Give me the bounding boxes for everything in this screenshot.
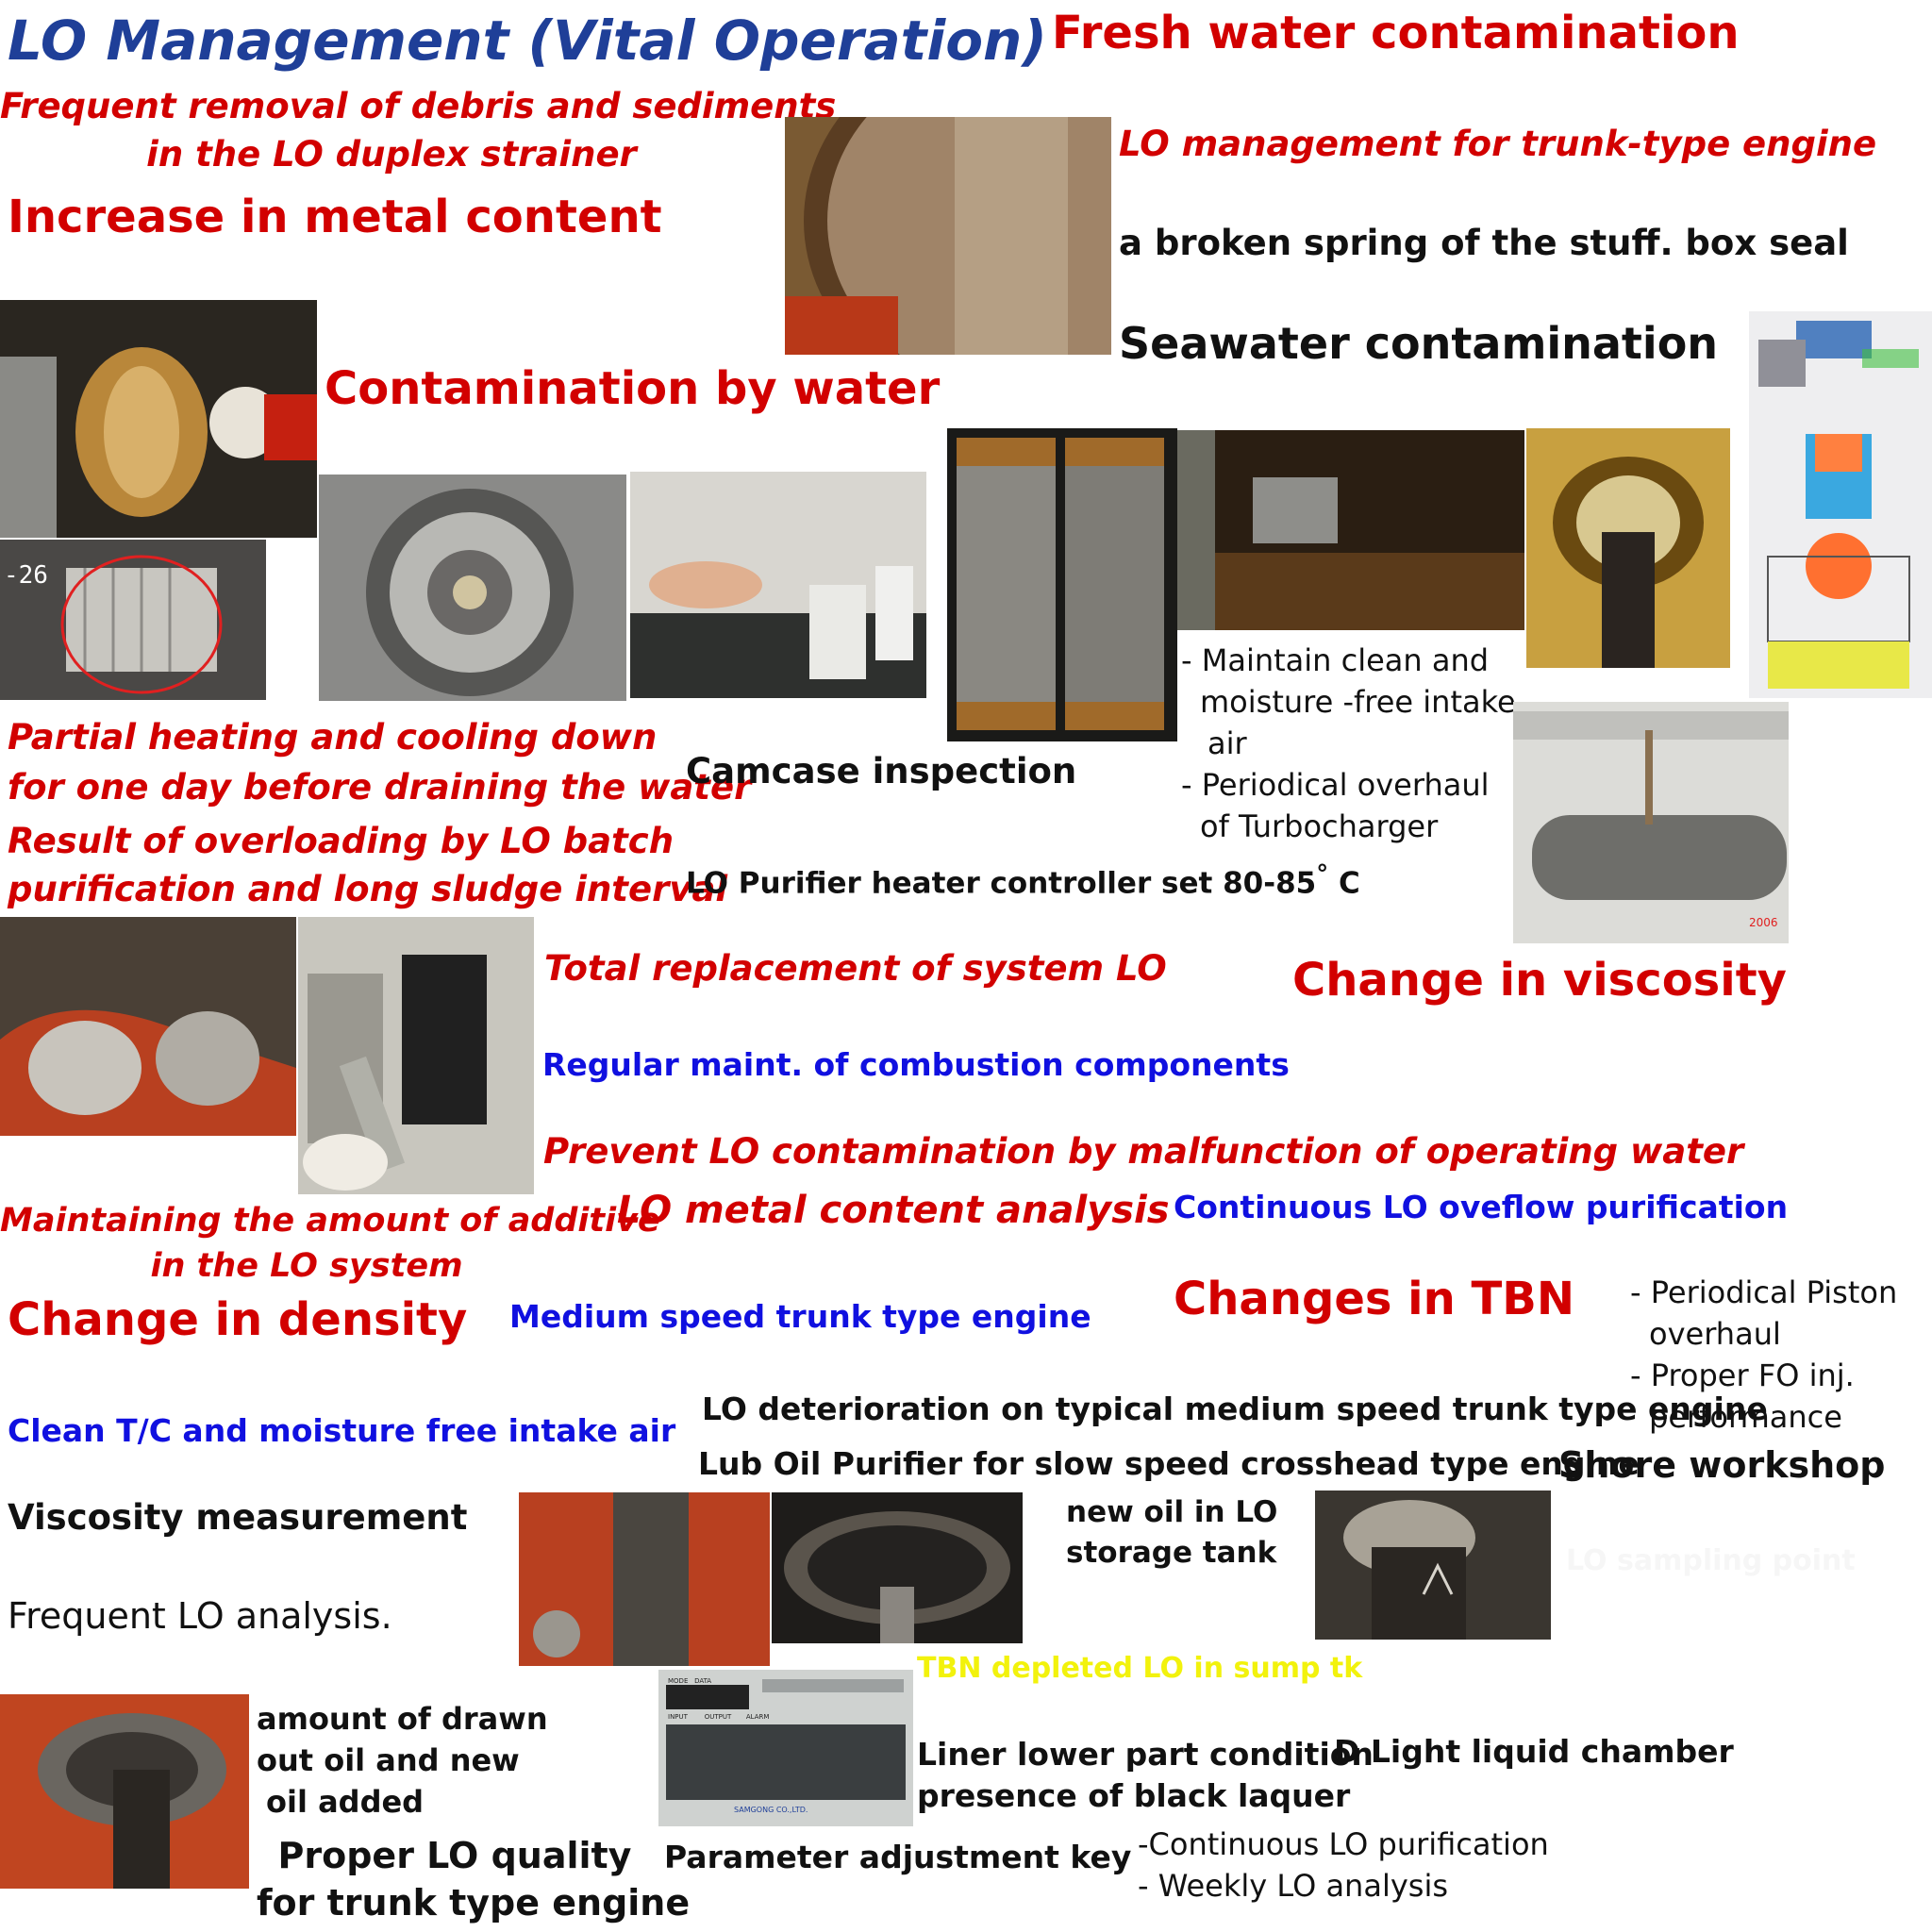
lab-analysis-photo <box>630 472 926 698</box>
label-purifier-slow: Lub Oil Purifier for slow speed crosshea… <box>698 1445 1640 1482</box>
liner-photo <box>947 428 1177 741</box>
label-camcase: Camcase inspection <box>686 751 1077 791</box>
photo-mark: -26 <box>4 561 48 590</box>
engine-diagram <box>1749 311 1932 698</box>
photo-stamp: 2006 <box>1749 916 1778 929</box>
label-seawater: Seawater contamination <box>1119 318 1719 369</box>
label-new-oil: new oil in LO storage tank <box>1066 1495 1278 1570</box>
label-clean-tc: Clean T/C and moisture free intake air <box>8 1412 676 1449</box>
bearing-photo: -26 <box>0 540 266 700</box>
label-medium-speed: Medium speed trunk type engine <box>509 1298 1091 1335</box>
label-contam-water: Contamination by water <box>325 362 941 415</box>
journal-photo <box>0 917 296 1136</box>
crankcase-photo <box>0 300 317 538</box>
label-frequent-analysis: Frequent LO analysis. <box>8 1595 392 1637</box>
label-liner: Liner lower part condition presence of b… <box>917 1736 1374 1814</box>
label-partial-heating: Partial heating and cooling down for one… <box>8 717 752 808</box>
label-change-viscosity: Change in viscosity <box>1292 954 1787 1007</box>
liner-lower-photo <box>772 1492 1023 1643</box>
piston-photo <box>1526 428 1730 668</box>
sump-tank-photo <box>1315 1491 1551 1640</box>
label-amount-drawn: amount of drawn out oil and new oil adde… <box>257 1701 548 1820</box>
purifier-bowl-photo <box>319 475 626 701</box>
panel-lamps <box>666 1724 906 1800</box>
viscometer-photo <box>298 917 534 1194</box>
panel-brand: SAMGONG CO.,LTD. <box>734 1806 808 1814</box>
label-total-replacement: Total replacement of system LO <box>544 948 1167 989</box>
heater-photo: 2006 <box>1513 702 1789 943</box>
label-maintain-list: - Maintain clean and moisture -free inta… <box>1181 642 1516 844</box>
label-light-liquid: D Light liquid chamber <box>1334 1733 1734 1770</box>
panel-display <box>666 1685 749 1709</box>
panel-io-labels: INPUT OUTPUT ALARM <box>668 1713 770 1721</box>
label-param-key: Parameter adjustment key <box>664 1839 1132 1875</box>
label-proper-quality: Proper LO quality for trunk type engine <box>257 1835 691 1924</box>
label-metal-analysis: LO metal content analysis <box>617 1189 1170 1232</box>
panel-mode-label: MODE DATA <box>668 1677 712 1685</box>
label-shore: Shore workshop <box>1558 1444 1886 1486</box>
strainer-photo <box>785 117 1111 355</box>
panel-keys <box>762 1679 904 1692</box>
page-title: LO Management (Vital Operation) <box>8 8 1047 73</box>
label-change-density: Change in density <box>8 1293 468 1346</box>
control-panel-photo: MODE DATA INPUT OUTPUT ALARM SAMGONG CO.… <box>658 1670 913 1826</box>
label-result-overloading: Result of overloading by LO batch purifi… <box>8 821 728 909</box>
label-piston-list: - Periodical Piston overhaul - Proper FO… <box>1630 1274 1898 1435</box>
label-changes-tbn: Changes in TBN <box>1174 1273 1574 1325</box>
label-viscosity-meas: Viscosity measurement <box>8 1497 468 1538</box>
label-regular-maint: Regular maint. of combustion components <box>542 1046 1290 1083</box>
label-continuous-list: -Continuous LO purification - Weekly LO … <box>1138 1826 1549 1904</box>
label-increase-metal: Increase in metal content <box>8 191 662 243</box>
crankcase-interior-photo <box>1177 430 1524 630</box>
label-maintaining-additive: Maintaining the amount of additive in th… <box>0 1202 660 1285</box>
label-frequent-removal: Frequent removal of debris and sediments… <box>0 86 837 175</box>
lower-crankcase-photo <box>519 1492 770 1666</box>
label-deterioration: LO deterioration on typical medium speed… <box>702 1391 1768 1427</box>
label-prevent: Prevent LO contamination by malfunction … <box>543 1131 1744 1172</box>
label-tbn-depleted: TBN depleted LO in sump tk <box>917 1652 1363 1685</box>
label-fresh-water: Fresh water contamination <box>1052 7 1740 59</box>
crank-oil-photo <box>0 1694 249 1889</box>
label-broken-spring: a broken spring of the stuff. box seal <box>1119 223 1849 263</box>
label-continuous-overflow: Continuous LO oveflow purification <box>1174 1189 1789 1225</box>
label-lo-mgmt-trunk: LO management for trunk-type engine <box>1119 124 1877 164</box>
label-faint: LO sampling point <box>1566 1544 1856 1577</box>
label-heater: LO Purifier heater controller set 80-85°… <box>686 860 1360 901</box>
